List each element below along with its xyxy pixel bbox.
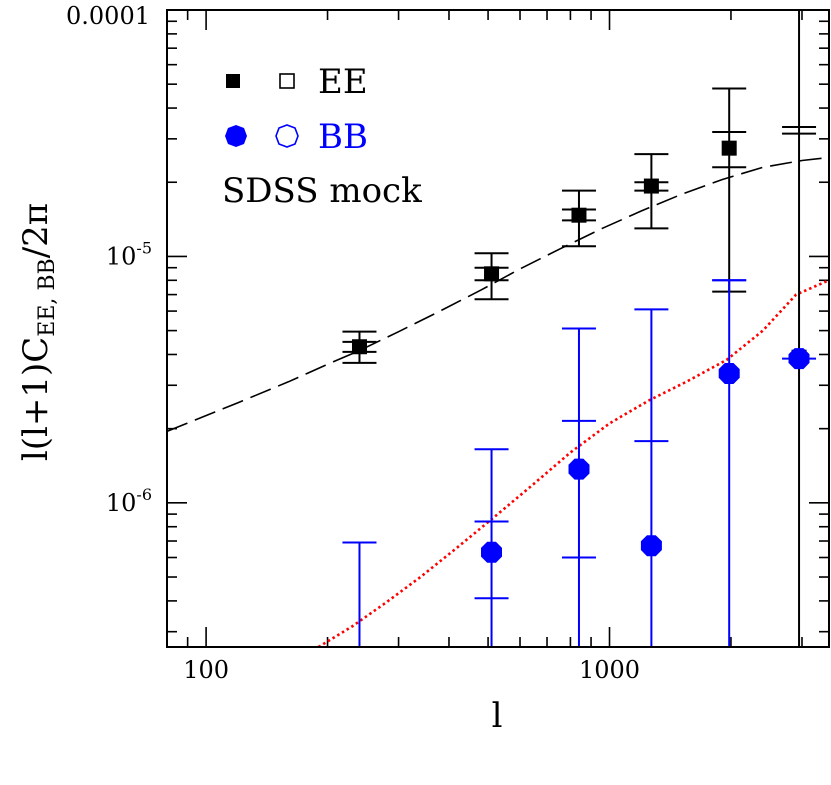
ee-point-square [571,207,587,223]
legend: EE BB [225,62,368,157]
legend-bb-filled-octagon-icon [225,125,247,147]
y-tick-label: 10-5 [106,238,152,270]
y-tick-label-base: 10 [106,489,137,517]
y-axis-title: l(l+1)CEE, BB/2π [16,203,60,461]
x-tick-label: 1000 [579,656,640,684]
bb-point-octagon [481,541,502,563]
data-points [342,10,817,647]
ee-point-square [351,339,367,355]
ee-model-curve [166,156,830,433]
annotation-sdss-mock: SDSS mock [222,171,422,211]
bb-point-octagon [568,458,590,480]
model-curves [166,156,830,649]
y-tick-label-exponent: -5 [136,238,152,257]
ee-point-square [721,140,737,156]
x-axis-title: l [492,696,503,736]
y-tick-label-exponent: -6 [136,485,152,504]
y-tick-label: 10-6 [106,485,152,517]
bb-model-curve [317,279,830,649]
ee-point-square [643,178,659,194]
y-axis-title-main: l(l+1)C [16,337,56,461]
y-tick-label: 0.0001 [66,2,150,30]
ee-point-square [484,266,500,282]
y-tick-label-base: 10 [106,242,137,270]
y-axis-title-tail: /2π [16,203,56,258]
legend-bb-open-octagon-icon [275,124,299,148]
plot-frame [166,9,830,648]
legend-ee-open-square-icon [279,73,295,89]
legend-bb-label: BB [318,117,368,157]
bb-point-octagon [788,348,810,370]
bb-point-octagon [718,363,740,384]
legend-ee-label: EE [318,62,368,102]
legend-ee-filled-square-icon [226,74,240,88]
y-axis-title-subscript: EE, BB [35,258,60,336]
tick-marks [166,9,829,647]
x-tick-label: 100 [183,656,229,684]
bb-point-octagon [640,535,662,557]
